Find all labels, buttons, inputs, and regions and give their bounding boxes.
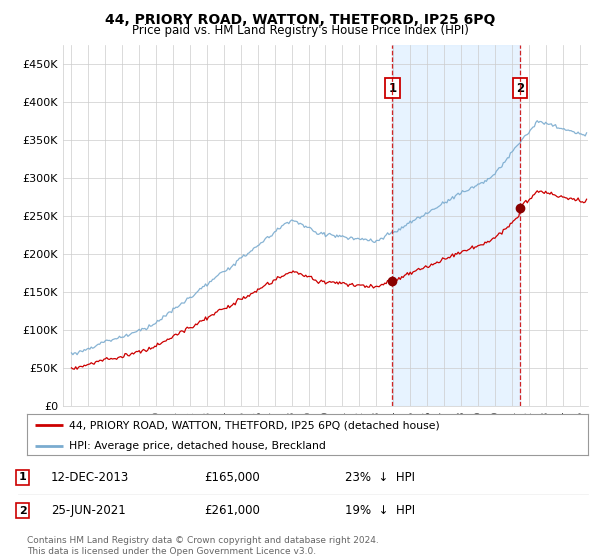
- Text: Price paid vs. HM Land Registry's House Price Index (HPI): Price paid vs. HM Land Registry's House …: [131, 24, 469, 37]
- Text: 44, PRIORY ROAD, WATTON, THETFORD, IP25 6PQ: 44, PRIORY ROAD, WATTON, THETFORD, IP25 …: [105, 13, 495, 27]
- Text: 1: 1: [19, 472, 26, 482]
- Text: 19%  ↓  HPI: 19% ↓ HPI: [345, 504, 415, 517]
- Text: 12-DEC-2013: 12-DEC-2013: [51, 470, 129, 484]
- Text: 23%  ↓  HPI: 23% ↓ HPI: [345, 470, 415, 484]
- Text: £261,000: £261,000: [204, 504, 260, 517]
- Text: 2: 2: [516, 82, 524, 95]
- Text: 1: 1: [388, 82, 397, 95]
- Text: Contains HM Land Registry data © Crown copyright and database right 2024.
This d: Contains HM Land Registry data © Crown c…: [27, 536, 379, 556]
- Text: £165,000: £165,000: [204, 470, 260, 484]
- Text: 44, PRIORY ROAD, WATTON, THETFORD, IP25 6PQ (detached house): 44, PRIORY ROAD, WATTON, THETFORD, IP25 …: [69, 421, 440, 430]
- Bar: [392, 45, 520, 406]
- Text: 25-JUN-2021: 25-JUN-2021: [51, 504, 126, 517]
- Text: HPI: Average price, detached house, Breckland: HPI: Average price, detached house, Brec…: [69, 441, 326, 451]
- Text: 2: 2: [19, 506, 26, 516]
